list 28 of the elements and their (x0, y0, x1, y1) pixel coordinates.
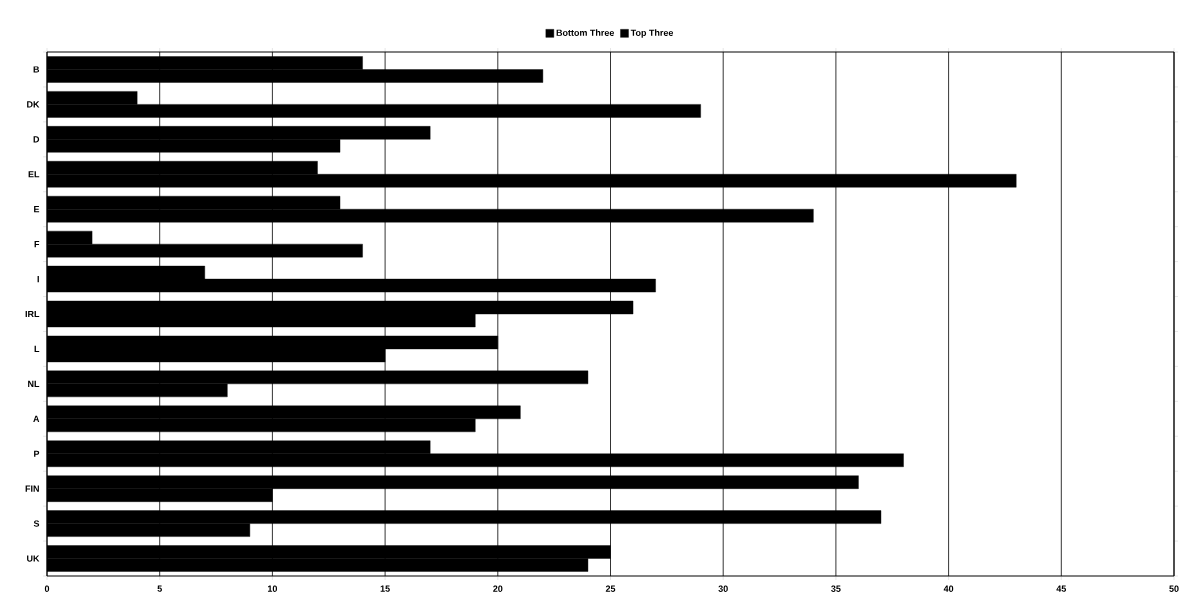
x-tick-label: 45 (1056, 585, 1067, 592)
y-tick-label: E (34, 206, 40, 213)
x-tick-label: 10 (267, 585, 278, 592)
y-tick-label: F (34, 241, 40, 248)
y-tick-label: A (33, 415, 40, 422)
y-tick-label: FIN (25, 485, 39, 492)
legend-label: Top Three (630, 29, 674, 38)
x-tick-label: 30 (718, 585, 728, 592)
y-tick-label: D (33, 136, 40, 143)
y-tick-label: B (33, 66, 40, 73)
x-tick-label: 50 (1169, 585, 1179, 592)
x-tick-label: 20 (493, 585, 503, 592)
x-tick-label: 15 (380, 585, 390, 592)
y-tick-label: I (37, 275, 39, 283)
y-tick-label: P (34, 450, 40, 457)
x-tick-label: 25 (605, 585, 616, 592)
y-tick-label: S (33, 520, 40, 527)
x-tick-label: 0 (44, 585, 50, 592)
y-tick-label: NL (28, 380, 40, 387)
x-tick-label: 40 (943, 585, 954, 592)
y-tick-label: UK (27, 555, 40, 562)
y-tick-label: DK (27, 101, 40, 108)
y-tick-label: IRL (25, 310, 40, 318)
y-tick-label: L (34, 345, 40, 353)
x-tick-label: 5 (157, 585, 162, 592)
legend-label: Bottom Three (556, 29, 615, 36)
x-tick-label: 35 (831, 585, 841, 592)
y-tick-label: EL (28, 171, 40, 178)
